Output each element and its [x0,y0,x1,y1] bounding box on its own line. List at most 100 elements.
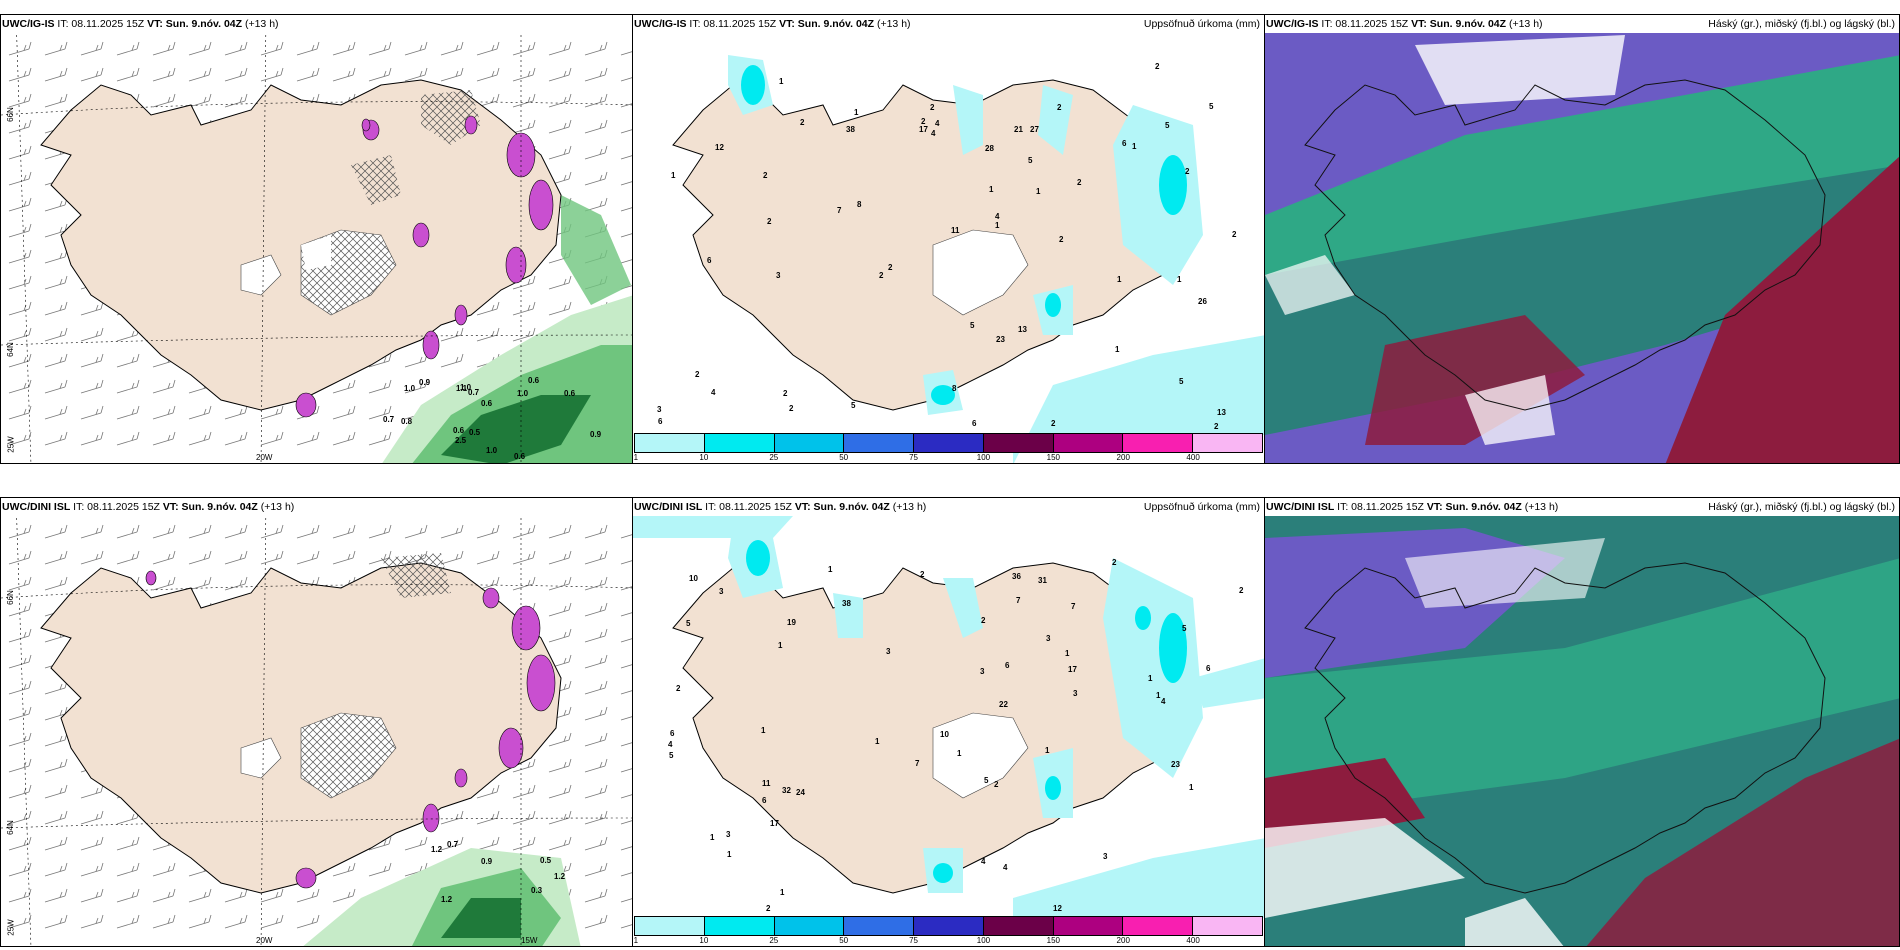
panel-header: UWC/DINI ISL IT: 08.11.2025 15Z VT: Sun.… [633,498,1264,516]
value-label: 5 [1028,156,1033,165]
colorbar-swatch [983,917,1054,935]
value-label: 0.8 [401,417,413,426]
value-label: 2 [920,570,925,579]
top-cloud-panel: UWC/IG-IS IT: 08.11.2025 15Z VT: Sun. 9.… [1264,14,1900,464]
colorbar-tick: 50 [839,453,849,462]
value-label: 5 [984,776,989,785]
value-label: 27 [1030,125,1039,134]
cloud-map [1265,516,1899,946]
value-label: 7 [837,206,842,215]
value-label: 2 [994,780,999,789]
precip-map [633,516,1264,918]
value-label: 0.7 [383,415,395,424]
value-label: 0.6 [528,376,540,385]
value-label: 28 [985,144,994,153]
value-label: 4 [931,129,936,138]
panel-header: UWC/IG-IS IT: 08.11.2025 15Z VT: Sun. 9.… [1,15,632,33]
value-label: 23 [996,335,1005,344]
value-label: 1 [761,726,766,735]
value-label: 4 [711,388,716,397]
precip-map [672,55,1264,463]
value-label: 2 [1077,178,1082,187]
colorbar-tick: 75 [909,453,918,462]
value-label: 1.0 [517,389,529,398]
colorbar-tick: 100 [976,453,991,462]
value-label: 2 [1051,419,1056,428]
value-label: 4 [935,119,940,128]
value-label: 1 [828,565,833,574]
panel-header: UWC/DINI ISL IT: 08.11.2025 15Z VT: Sun.… [1,498,632,516]
bottom-wind-snow-panel: UWC/DINI ISL IT: 08.11.2025 15Z VT: Sun.… [0,497,633,947]
value-label: 3 [886,647,891,656]
value-label: 2 [1232,230,1237,239]
colorbar-swatch [914,434,984,452]
value-label: 6 [707,256,712,265]
value-label: 12 [1053,904,1062,913]
value-label: 22 [999,700,1008,709]
colorbar-swatch [635,917,705,935]
value-label: 1 [780,888,785,897]
value-label: 2 [921,117,926,126]
value-label: 0.5 [540,856,552,865]
value-label: 2 [1112,558,1117,567]
value-label: 13 [1018,325,1027,334]
value-label: 11 [762,779,771,788]
value-label: 1 [779,77,784,86]
colorbar-tick: 75 [909,936,918,945]
precip-colorbar [634,433,1263,453]
value-label: 2 [695,370,700,379]
value-label: 1.1 [456,384,468,393]
value-label: 3 [1073,689,1078,698]
value-label: 2 [766,904,771,913]
value-label: 4 [995,212,1000,221]
value-label: 1 [671,171,676,180]
colorbar-tick: 400 [1186,453,1200,462]
value-label: 1 [710,833,715,842]
value-label: 8 [857,200,862,209]
value-label: 3 [1046,634,1051,643]
value-label: 2 [879,271,884,280]
colorbar-swatch [1193,434,1263,452]
colorbar-tick: 1 [633,936,639,945]
colorbar-tick: 50 [839,936,849,945]
wind-snow-map [1,15,632,463]
value-label: 1 [1115,345,1120,354]
value-label: 5 [686,619,691,628]
colorbar-tick: 100 [976,936,991,945]
value-label: 3 [980,667,985,676]
value-label: 2 [1214,422,1219,431]
colorbar-tick: 200 [1116,936,1130,945]
value-label: 1.2 [441,895,453,904]
colorbar-tick: 25 [769,936,779,945]
colorbar-tick: 200 [1116,453,1130,462]
value-label: 0.5 [469,428,481,437]
colorbar-ticks: 1 10 25 50 75 100 150 200 400 [634,936,1263,946]
value-label: 0.9 [419,378,431,387]
value-label: 2.5 [455,436,467,445]
value-label: 1.0 [460,383,472,392]
value-label: 4 [1161,697,1166,706]
value-label: 0.9 [481,857,493,866]
value-label: 17 [1068,665,1077,674]
value-label: 4 [1003,863,1008,872]
colorbar-swatch [704,434,775,452]
value-label: 0.7 [468,388,480,397]
value-label: 2 [1155,62,1160,71]
value-label: 0.6 [514,452,526,461]
value-label: 5 [1165,121,1170,130]
value-label: 2 [1185,167,1190,176]
colorbar-swatch [983,434,1054,452]
colorbar-swatch [1053,917,1124,935]
value-label: 2 [1057,103,1062,112]
value-label: 5 [1209,102,1214,111]
value-label: 2 [1059,235,1064,244]
top-wind-snow-panel: UWC/IG-IS IT: 08.11.2025 15Z VT: Sun. 9.… [0,14,633,464]
value-label: 1 [854,108,859,117]
value-label: 2 [1239,586,1244,595]
colorbar-swatch [1053,434,1124,452]
value-label: 6 [1206,664,1211,673]
value-label: 0.9 [590,430,602,439]
value-label: 1 [875,737,880,746]
value-label: 2 [767,217,772,226]
bottom-cloud-panel: UWC/DINI ISL IT: 08.11.2025 15Z VT: Sun.… [1264,497,1900,947]
